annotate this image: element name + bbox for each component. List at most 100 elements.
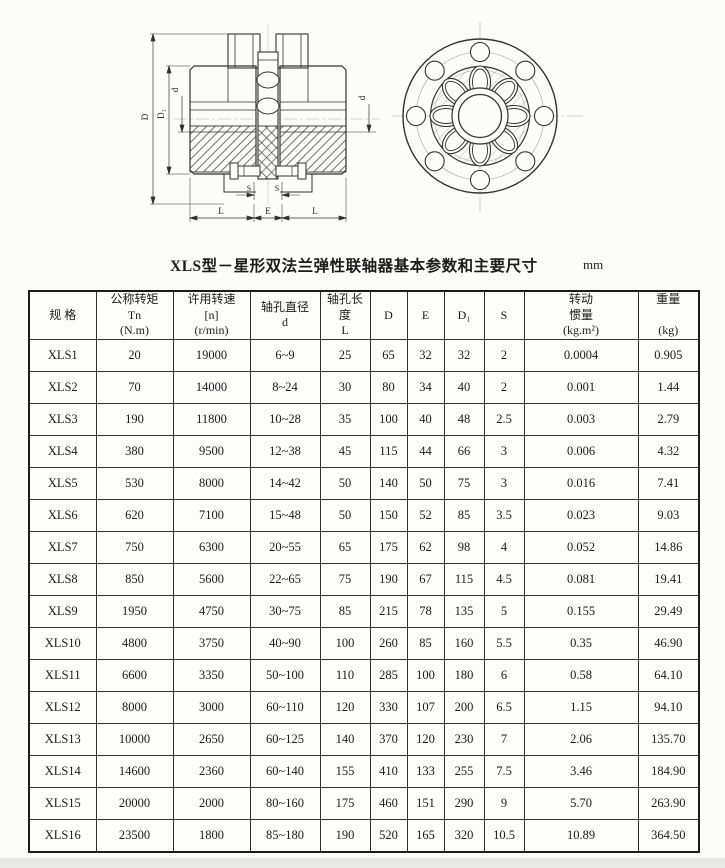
value-cell: 0.001 xyxy=(523,370,639,404)
value-cell: 150 xyxy=(369,498,408,532)
dim-label-L-right: L xyxy=(312,206,318,216)
value-cell: 160 xyxy=(443,626,485,660)
value-cell: 135 xyxy=(443,594,485,628)
value-cell: 40~90 xyxy=(249,626,321,660)
col-header-spec: 规 格 xyxy=(28,290,97,340)
spec-cell: XLS1 xyxy=(28,338,97,372)
value-cell: 50 xyxy=(319,466,371,500)
value-cell: 0.0004 xyxy=(523,338,639,372)
value-cell: 4750 xyxy=(172,594,251,628)
value-cell: 3000 xyxy=(172,690,251,724)
spec-cell: XLS12 xyxy=(28,690,97,724)
dim-d-right: d xyxy=(346,95,376,134)
col-header-speed: 许用转速 [n] (r/min) xyxy=(172,290,251,340)
value-cell: 50~100 xyxy=(249,658,321,692)
spec-cell: XLS13 xyxy=(28,722,97,756)
spec-cell: XLS3 xyxy=(28,402,97,436)
value-cell: 22~65 xyxy=(249,562,321,596)
value-cell: 85 xyxy=(319,594,371,628)
value-cell: 29.49 xyxy=(637,594,700,628)
value-cell: 165 xyxy=(406,818,445,853)
value-cell: 3 xyxy=(483,466,525,500)
value-cell: 6 xyxy=(483,658,525,692)
value-cell: 2.06 xyxy=(523,722,639,756)
table-row: XLS10 4800 3750 40~90 100 260 85 160 5.5 0.35 46.9… xyxy=(28,626,700,660)
dim-d-left: d xyxy=(170,87,190,134)
dim-S: S S xyxy=(236,182,300,200)
value-cell: 0.081 xyxy=(523,562,639,596)
value-cell: 0.155 xyxy=(523,594,639,628)
table-row: XLS11 6600 3350 50~100 110 285 100 180 6 0.58 64.1… xyxy=(28,658,700,692)
value-cell: 100 xyxy=(369,402,408,436)
value-cell: 3.46 xyxy=(523,754,639,788)
value-cell: 8000 xyxy=(172,466,251,500)
value-cell: 0.003 xyxy=(523,402,639,436)
coupling-cross-section-drawing: D D₁ d d xyxy=(140,24,380,222)
value-cell: 9500 xyxy=(172,434,251,468)
table-body: XLS1 20 19000 6~9 25 65 32 32 2 0.0004 0.905 XLS2 70… xyxy=(28,338,700,853)
value-cell: 0.006 xyxy=(523,434,639,468)
value-cell: 285 xyxy=(369,658,408,692)
value-cell: 0.023 xyxy=(523,498,639,532)
value-cell: 40 xyxy=(443,370,485,404)
value-cell: 115 xyxy=(443,562,485,596)
value-cell: 0.905 xyxy=(637,338,700,372)
value-cell: 6.5 xyxy=(483,690,525,724)
coupling-front-view-drawing xyxy=(392,22,584,212)
spec-cell: XLS14 xyxy=(28,754,97,788)
value-cell: 290 xyxy=(443,786,485,820)
value-cell: 460 xyxy=(369,786,408,820)
value-cell: 32 xyxy=(406,338,445,372)
bore-circle xyxy=(457,93,503,139)
value-cell: 85 xyxy=(406,626,445,660)
spec-cell: XLS15 xyxy=(28,786,97,820)
dim-label-S-right: S xyxy=(275,184,279,193)
page-bottom-edge xyxy=(0,858,725,868)
value-cell: 0.052 xyxy=(523,530,639,564)
value-cell: 115 xyxy=(369,434,408,468)
value-cell: 330 xyxy=(369,690,408,724)
value-cell: 12~38 xyxy=(249,434,321,468)
value-cell: 98 xyxy=(443,530,485,564)
value-cell: 260 xyxy=(369,626,408,660)
value-cell: 14~42 xyxy=(249,466,321,500)
value-cell: 94.10 xyxy=(637,690,700,724)
value-cell: 40 xyxy=(406,402,445,436)
value-cell: 4.32 xyxy=(637,434,700,468)
value-cell: 32 xyxy=(443,338,485,372)
unit-label: mm xyxy=(583,257,604,272)
dim-LEL: L E L xyxy=(188,178,348,222)
value-cell: 5600 xyxy=(172,562,251,596)
table-row: XLS12 8000 3000 60~110 120 330 107 200 6.5 1.15 94… xyxy=(28,690,700,724)
value-cell: 7.5 xyxy=(483,754,525,788)
value-cell: 80~160 xyxy=(249,786,321,820)
value-cell: 4.5 xyxy=(483,562,525,596)
value-cell: 10.5 xyxy=(483,818,525,853)
value-cell: 364.50 xyxy=(637,818,700,853)
value-cell: 110 xyxy=(319,658,371,692)
dim-label-S-left: S xyxy=(247,184,251,193)
value-cell: 107 xyxy=(406,690,445,724)
value-cell: 1800 xyxy=(172,818,251,853)
table-row: XLS16 23500 1800 85~180 190 520 165 320 10.5 10.8… xyxy=(28,818,700,853)
value-cell: 151 xyxy=(406,786,445,820)
value-cell: 15~48 xyxy=(249,498,321,532)
spec-cell: XLS16 xyxy=(28,818,97,853)
spec-cell: XLS11 xyxy=(28,658,97,692)
value-cell: 25 xyxy=(319,338,371,372)
value-cell: 140 xyxy=(319,722,371,756)
dim-D: D xyxy=(140,32,228,206)
dim-D1: D₁ xyxy=(156,64,190,176)
value-cell: 70 xyxy=(95,370,174,404)
value-cell: 380 xyxy=(95,434,174,468)
value-cell: 2 xyxy=(483,370,525,404)
dim-label-L-left: L xyxy=(218,206,224,216)
dim-label-d-left: d xyxy=(170,87,180,92)
value-cell: 5.5 xyxy=(483,626,525,660)
value-cell: 19.41 xyxy=(637,562,700,596)
value-cell: 2.79 xyxy=(637,402,700,436)
table-row: XLS6 620 7100 15~48 50 150 52 85 3.5 0.023 9.03 xyxy=(28,498,700,532)
value-cell: 10.89 xyxy=(523,818,639,853)
value-cell: 175 xyxy=(319,786,371,820)
spec-cell: XLS7 xyxy=(28,530,97,564)
